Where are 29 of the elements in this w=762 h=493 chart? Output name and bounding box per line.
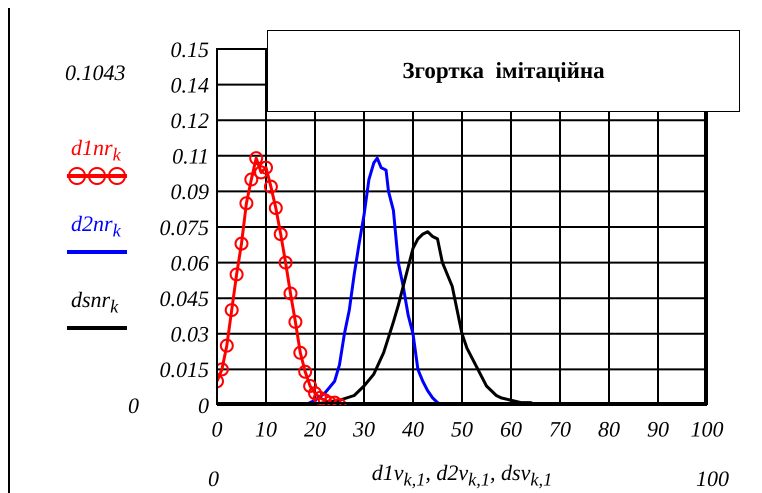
y-tick-label: 0.06 [170, 250, 209, 276]
text: d1nr$_{k}$ [70, 135, 121, 166]
x-tick-label: 40 [402, 416, 424, 442]
y-tick-label: 0.045 [160, 286, 209, 312]
y-tick-label: 0.03 [170, 322, 209, 347]
y-tick-label: 0.14 [170, 72, 209, 98]
text: 0.1043 [65, 60, 126, 86]
text: dsnr$_{k}$ [70, 287, 118, 318]
x-tick-label: 70 [549, 416, 571, 442]
x-tick-label: 20 [304, 416, 326, 442]
y-tick-label: 0.075 [160, 214, 209, 240]
text: 100 [696, 466, 729, 492]
x-tick-label: 90 [647, 416, 669, 442]
text: 0 [128, 393, 139, 419]
x-tick-label: 30 [352, 416, 375, 442]
y-tick-label: 0.12 [170, 108, 209, 134]
x-tick-label: 80 [598, 416, 620, 442]
x-tick-label: 60 [500, 416, 522, 442]
text: d2nr$_{k}$ [70, 211, 121, 242]
y-tick-label: 0.15 [170, 36, 209, 62]
x-tick-label: 100 [690, 416, 724, 442]
x-tick-label: 10 [255, 416, 277, 442]
y-tick-label: 0 [198, 392, 209, 418]
y-tick-label: 0.11 [172, 144, 209, 169]
y-tick-label: 0.015 [160, 357, 209, 382]
x-axis-title: d1v$_{k,1}$, d2v$_{k,1}$, dsv$_{k,1}$ [372, 460, 552, 490]
title-frame: Згортка імітаційна [267, 30, 740, 112]
x-tick-label: 50 [451, 416, 473, 442]
y-tick-label: 0.09 [170, 179, 209, 204]
